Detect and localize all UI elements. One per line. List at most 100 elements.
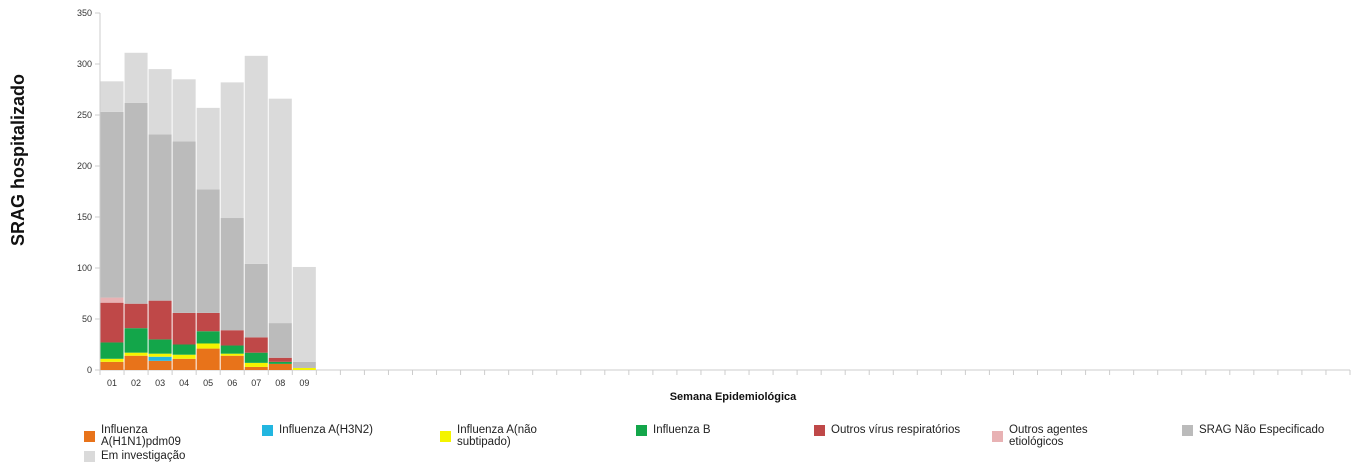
legend-item[interactable]: Influenza B (636, 424, 711, 436)
bars (100, 52, 316, 370)
bar-segment[interactable] (148, 360, 172, 370)
bar-segment[interactable] (172, 354, 196, 359)
legend-label: Em investigação (101, 450, 186, 462)
x-tick-label: 06 (227, 378, 237, 388)
legend-label: Influenza A(H3N2) (279, 424, 373, 436)
y-tick-label: 50 (82, 314, 92, 324)
legend-item[interactable]: Em investigação (84, 450, 185, 462)
bar-segment[interactable] (220, 345, 244, 354)
legend-swatch (440, 430, 451, 442)
x-tick-label: 02 (131, 378, 141, 388)
bar-segment[interactable] (292, 367, 316, 370)
bar-segment[interactable] (124, 52, 148, 103)
bar-segment[interactable] (220, 330, 244, 346)
x-tick-label: 01 (107, 378, 117, 388)
bar-segment[interactable] (196, 348, 220, 370)
bar-stack (148, 69, 172, 370)
legend-item[interactable]: Influenza A(H1N1)pdm09 (84, 424, 211, 448)
bar-segment[interactable] (244, 352, 268, 363)
bar-segment[interactable] (172, 312, 196, 345)
bar-segment[interactable] (148, 353, 172, 357)
bar-segment[interactable] (268, 357, 292, 362)
legend-item[interactable]: SRAG Não Especificado (1182, 424, 1324, 436)
legend-item[interactable]: Outros agentes etiológicos (992, 424, 1109, 448)
x-tick-label: 09 (299, 378, 309, 388)
y-tick-label: 250 (77, 110, 92, 120)
bar-segment[interactable] (172, 79, 196, 142)
y-tick-label: 150 (77, 212, 92, 222)
bar-segment[interactable] (100, 361, 124, 370)
bar-stack (220, 82, 244, 370)
bar-segment[interactable] (148, 300, 172, 340)
bar-segment[interactable] (292, 266, 316, 362)
legend-label: Influenza A(não subtipado) (457, 424, 537, 448)
bar-stack (172, 79, 196, 370)
y-tick-label: 200 (77, 161, 92, 171)
bar-segment[interactable] (220, 218, 244, 331)
legend-label: Outros vírus respiratórios (831, 424, 961, 436)
bar-segment[interactable] (268, 323, 292, 358)
bar-segment[interactable] (124, 355, 148, 370)
bar-segment[interactable] (100, 342, 124, 359)
bar-stack (196, 107, 220, 370)
bar-stack (292, 266, 316, 370)
bar-segment[interactable] (172, 141, 196, 313)
bar-segment[interactable] (244, 337, 268, 353)
bar-stack (124, 52, 148, 370)
bar-segment[interactable] (244, 55, 268, 264)
legend-label: Influenza A(H1N1)pdm09 (101, 424, 181, 448)
bar-segment[interactable] (100, 358, 124, 362)
legend-item[interactable]: Outros vírus respiratórios (814, 424, 960, 436)
x-tick-label: 07 (251, 378, 261, 388)
legend-label: SRAG Não Especificado (1199, 424, 1325, 436)
bar-segment[interactable] (220, 82, 244, 219)
y-tick-label: 0 (87, 365, 92, 375)
bar-segment[interactable] (100, 297, 124, 303)
y-tick-label: 350 (77, 8, 92, 18)
legend-label: Influenza B (653, 424, 711, 436)
y-tick-label: 300 (77, 59, 92, 69)
bar-segment[interactable] (124, 303, 148, 329)
y-axis-label: SRAG hospitalizado (8, 74, 28, 246)
bar-segment[interactable] (100, 302, 124, 343)
bar-segment[interactable] (220, 353, 244, 356)
bar-segment[interactable] (196, 312, 220, 332)
bar-segment[interactable] (124, 352, 148, 356)
y-tick-label: 100 (77, 263, 92, 273)
bar-segment[interactable] (268, 361, 292, 364)
legend-item[interactable]: Influenza A(H3N2) (262, 424, 373, 436)
bar-segment[interactable] (196, 107, 220, 190)
bar-segment[interactable] (124, 102, 148, 304)
bar-segment[interactable] (196, 331, 220, 344)
x-tick-label: 03 (155, 378, 165, 388)
bar-segment[interactable] (172, 344, 196, 355)
bar-segment[interactable] (148, 356, 172, 361)
bar-segment[interactable] (196, 189, 220, 313)
bar-segment[interactable] (268, 98, 292, 324)
legend-swatch (84, 450, 95, 462)
bar-segment[interactable] (244, 263, 268, 338)
bar-segment[interactable] (100, 81, 124, 112)
bar-segment[interactable] (268, 363, 292, 370)
legend-item[interactable]: Influenza A(não subtipado) (440, 424, 567, 448)
x-tick-label: 05 (203, 378, 213, 388)
bar-segment[interactable] (148, 134, 172, 301)
legend-swatch (1182, 424, 1193, 436)
bar-segment[interactable] (244, 362, 268, 367)
axes: 0 50 100 150 200 250 300 350 01 02 03 04 05 06 07 08 09 (77, 8, 1351, 388)
x-axis-label: Semana Epidemiológica (670, 391, 797, 403)
bar-stack (268, 98, 292, 370)
stacked-bar-chart: SRAG hospitalizado Semana Epidemiológica… (8, 8, 1351, 403)
bar-stack (100, 81, 124, 370)
bar-segment[interactable] (124, 328, 148, 353)
legend-swatch (84, 430, 95, 442)
bar-segment[interactable] (100, 111, 124, 298)
bar-segment[interactable] (244, 366, 268, 370)
bar-segment[interactable] (196, 343, 220, 349)
bar-segment[interactable] (292, 361, 316, 368)
bar-segment[interactable] (148, 339, 172, 354)
bar-segment[interactable] (148, 69, 172, 135)
bar-segment[interactable] (172, 358, 196, 370)
bar-segment[interactable] (220, 355, 244, 370)
x-tick-label: 08 (275, 378, 285, 388)
